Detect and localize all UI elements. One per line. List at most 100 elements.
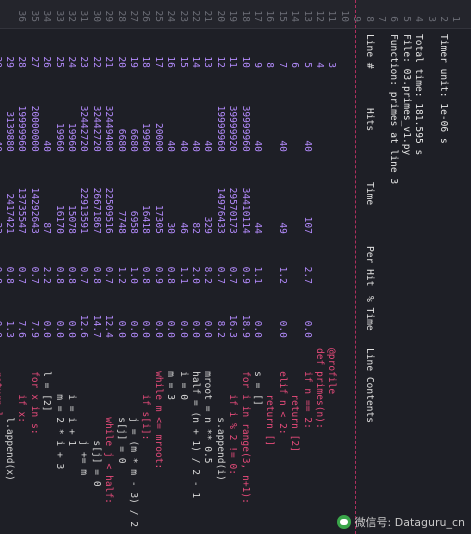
- row-time: 13735547: [16, 187, 28, 234]
- row-code: j += m: [78, 348, 90, 476]
- row-line-number: 30: [0, 56, 3, 68]
- row-per-hit: 1.1: [252, 266, 263, 284]
- gutter-line-number: 35: [28, 10, 40, 22]
- profile-row: 28 19999960 13735547 0.7 7.6 if x:: [15, 0, 27, 534]
- profile-row: 22 32442720 26671867 0.8 14.7 s[j] = 0: [89, 0, 102, 534]
- col-hits: Hits: [363, 108, 375, 132]
- row-line-number: 5: [301, 62, 313, 68]
- row-time: 14976433: [214, 187, 226, 234]
- row-per-hit: 0.9: [239, 266, 251, 284]
- row-hits: 40: [0, 140, 3, 152]
- row-code: if x:: [16, 348, 28, 424]
- row-code: @profile: [326, 348, 338, 395]
- row-time: 16170: [53, 205, 65, 234]
- row-time: 34410114: [239, 187, 251, 234]
- gutter-line-number: 34: [41, 10, 53, 22]
- gutter-line-number: 21: [202, 10, 214, 22]
- gutter-line-number: 30: [90, 10, 102, 22]
- header-text: Timer unit: 1e-06 s: [438, 34, 449, 144]
- row-time: 16418: [140, 205, 152, 234]
- row-line-number: 3: [326, 62, 338, 68]
- row-time: 17305: [152, 205, 164, 234]
- gutter-line-number: 22: [190, 10, 201, 22]
- row-hits: 19960: [66, 123, 77, 152]
- row-code: half = (n + 1) / 2 - 1: [190, 348, 201, 499]
- row-hits: 19960: [53, 123, 65, 152]
- row-per-hit: 0.8: [140, 266, 152, 284]
- row-pct-time: 12.4: [103, 314, 115, 338]
- row-hits: 6680: [128, 128, 139, 152]
- header-total-time: Total time: 181.595 s: [412, 0, 424, 534]
- gutter-line-number: 19: [227, 10, 239, 22]
- row-line-number: 9: [252, 62, 263, 68]
- row-per-hit: 0.8: [53, 266, 65, 284]
- row-line-number: 21: [103, 56, 115, 68]
- gutter-line-number: 15: [276, 10, 288, 22]
- profile-row: 30 40 33 0.8 0.0 return l: [0, 0, 3, 534]
- row-line-number: 4: [314, 62, 325, 68]
- gutter-line-number: 1: [450, 16, 462, 22]
- row-pct-time: 0.0: [115, 320, 127, 338]
- gutter-line-number: 28: [115, 10, 127, 22]
- header-file: File: 03.primes_v1.py: [399, 0, 412, 534]
- row-hits: 6680: [115, 128, 127, 152]
- gutter-line-number: 26: [140, 10, 152, 22]
- row-pct-time: 0.0: [140, 320, 152, 338]
- row-pct-time: 8.2: [214, 320, 226, 338]
- row-code: i = i + 1: [66, 348, 77, 447]
- row-line-number: 7: [276, 62, 288, 68]
- row-pct-time: 0.0: [301, 320, 313, 338]
- row-time: 22509516: [103, 187, 115, 234]
- row-hits: 40: [301, 140, 313, 152]
- row-line-number: 19: [128, 56, 139, 68]
- header-text: File: 03.primes_v1.py: [400, 34, 412, 156]
- profile-row: 11 39999920 29570173 0.7 16.3 if i % 2 != 0:: [226, 0, 238, 534]
- row-hits: 19999960: [16, 105, 28, 152]
- row-per-hit: 1.2: [276, 266, 288, 284]
- row-pct-time: 0.0: [202, 320, 214, 338]
- row-hits: 32449400: [103, 105, 115, 152]
- gutter-line-number: 8: [363, 16, 375, 22]
- row-per-hit: 8.2: [202, 266, 214, 284]
- row-hits: 3139880: [4, 111, 15, 152]
- row-time: 29570173: [227, 187, 239, 234]
- row-code: if n == 2:: [301, 348, 313, 429]
- gutter-line-number: 25: [152, 10, 164, 22]
- row-code: elif n < 2:: [276, 348, 288, 435]
- row-line-number: 24: [66, 56, 77, 68]
- row-time: 30: [165, 222, 177, 234]
- row-time: 26671867: [90, 187, 102, 234]
- col-contents: Line Contents: [363, 348, 375, 424]
- row-pct-time: 0.0: [190, 320, 201, 338]
- row-hits: 32442720: [78, 105, 90, 152]
- row-hits: 40: [252, 140, 263, 152]
- row-code: s[j] = 0: [115, 348, 127, 464]
- row-pct-time: 7.9: [28, 320, 40, 338]
- profile-row: 19 6680 6958 1.0 0.0 j = (m * m - 3) / 2: [127, 0, 139, 534]
- row-time: 82: [190, 222, 201, 234]
- gutter-line-number: 10: [338, 10, 350, 22]
- row-code: while j < half:: [103, 348, 115, 504]
- gutter-line-number: 3: [425, 16, 437, 22]
- row-code: def primes(n):: [314, 348, 325, 429]
- row-code: for x in s:: [28, 348, 40, 435]
- row-pct-time: 16.3: [227, 314, 239, 338]
- row-hits: 40: [276, 140, 288, 152]
- row-line-number: 13: [202, 56, 214, 68]
- row-code: return []: [264, 348, 276, 447]
- row-code: s.append(i): [214, 348, 226, 481]
- row-line-number: 12: [214, 56, 226, 68]
- row-per-hit: 0.8: [66, 266, 77, 284]
- row-line-number: 23: [78, 56, 90, 68]
- row-code: l.append(x): [4, 348, 15, 481]
- row-pct-time: 12.6: [78, 314, 90, 338]
- row-per-hit: 2.0: [190, 266, 201, 284]
- row-code: s = []: [252, 348, 263, 406]
- header-text: Total time: 181.595 s: [413, 34, 425, 156]
- profile-row: 9 40 44 1.1 0.0 s = []: [251, 0, 263, 534]
- row-per-hit: 0.7: [78, 266, 90, 284]
- row-line-number: 17: [152, 56, 164, 68]
- row-time: 49: [276, 222, 288, 234]
- gutter-line-number: 29: [103, 10, 115, 22]
